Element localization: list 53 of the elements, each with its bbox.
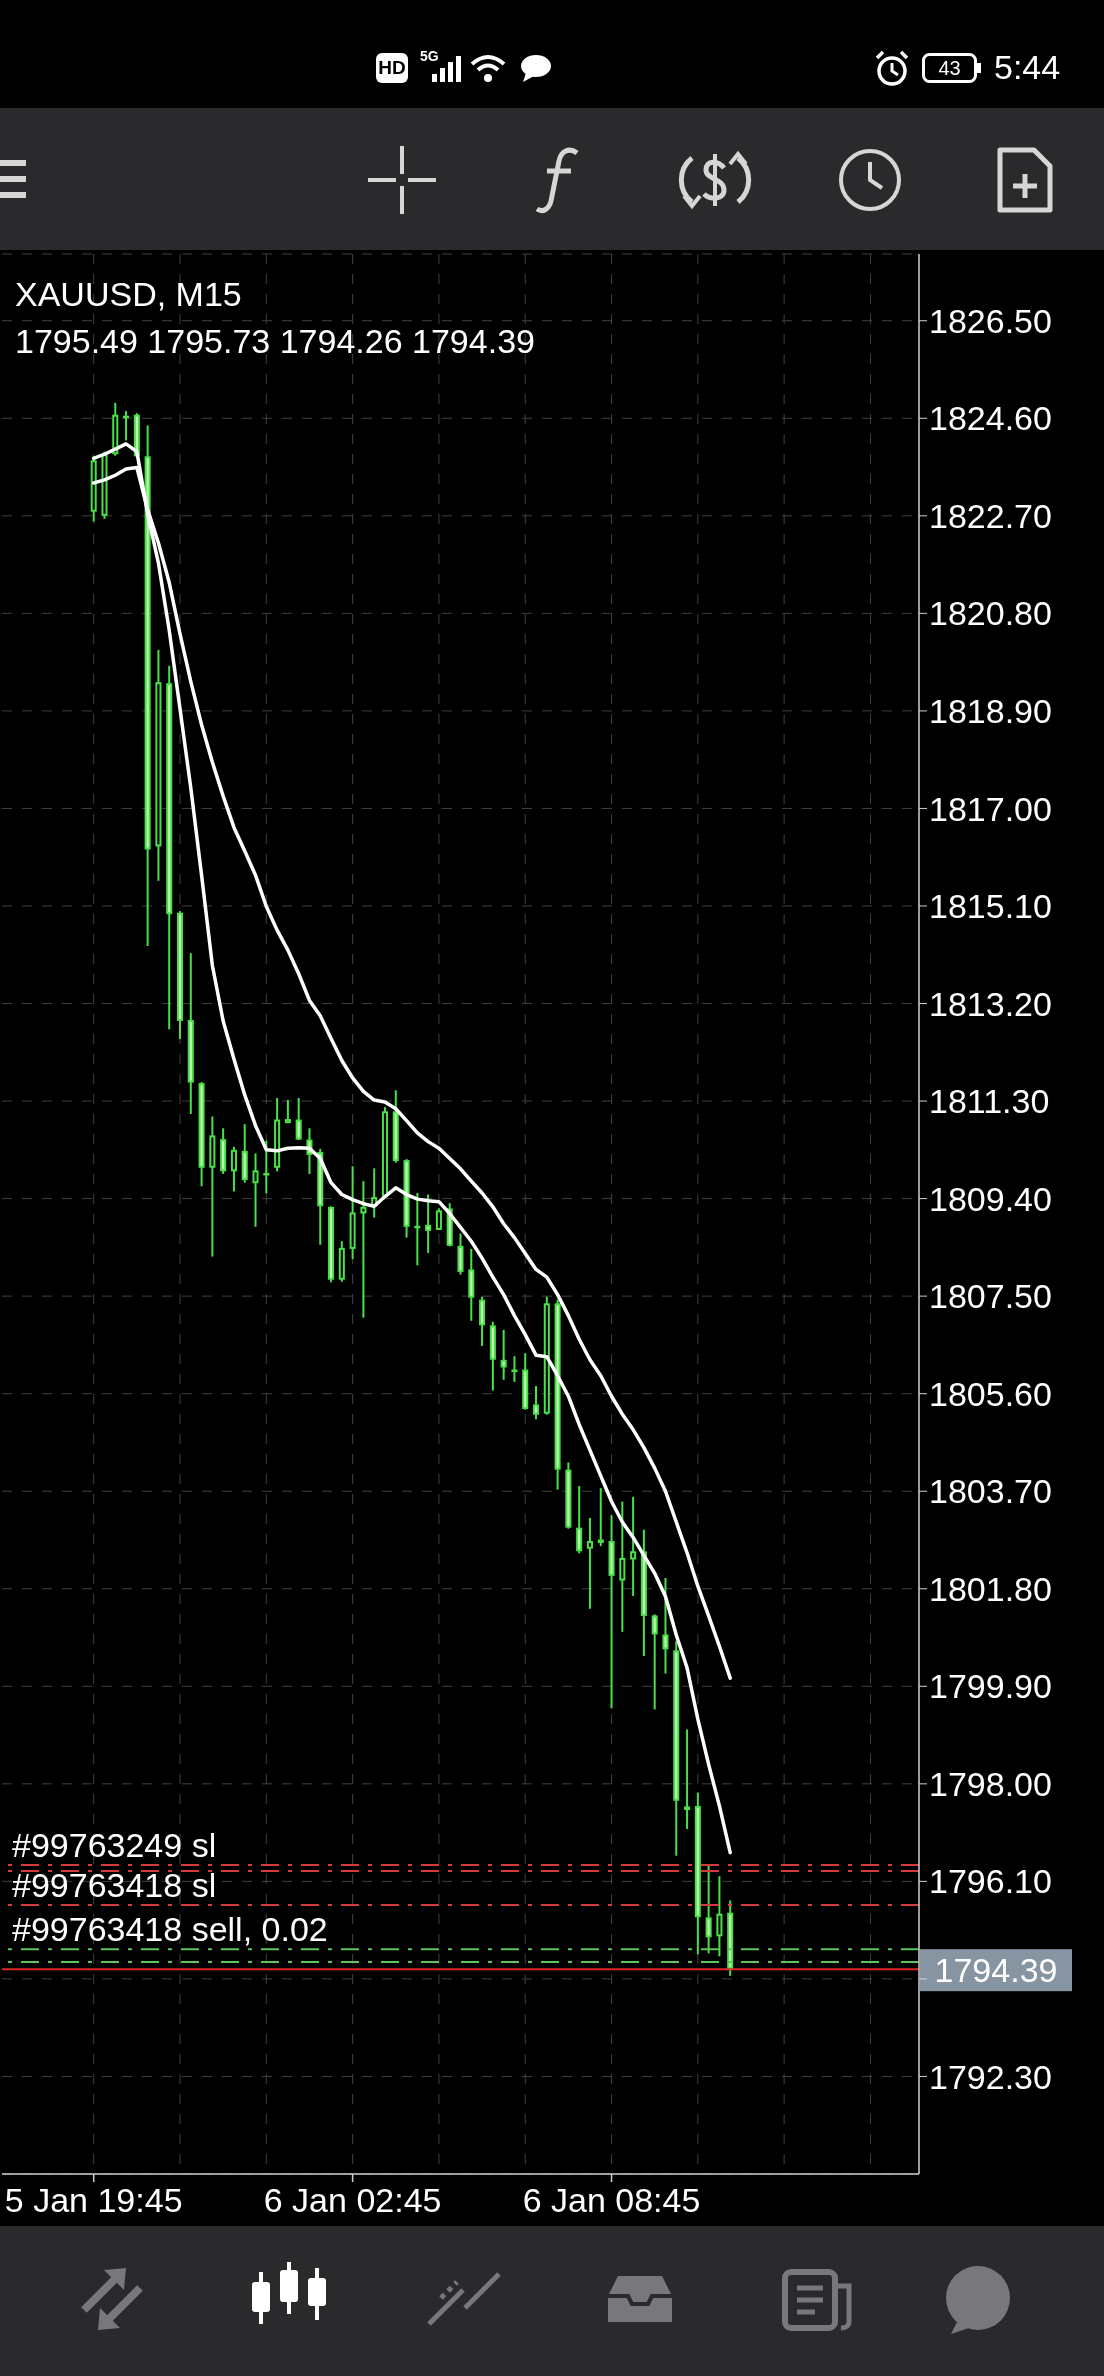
candlestick [533,1384,540,1421]
ref-line-label: #99763418 sl [12,1865,217,1904]
ref-line-label: 1794.39 [934,1951,1058,1990]
y-tick-label: 1798.00 [929,1764,1052,1803]
x-tick-label: 6 Jan 02:45 [263,2181,442,2219]
text: 5G [420,48,439,64]
candlestick [716,1875,723,1958]
y-tick-label: 1818.90 [929,691,1052,730]
candlestick [684,1728,691,1831]
candlestick [597,1487,604,1548]
candlestick [263,1139,270,1195]
candlestick [435,1207,442,1231]
x-tick-label: 5 Jan 19:45 [4,2181,183,2219]
candlestick [651,1613,658,1711]
y-tick-label: 1792.30 [929,2057,1052,2096]
y-tick-label: 1824.60 [929,399,1052,438]
ref-line-label: #99763249 sl [12,1825,217,1864]
candlestick [479,1295,486,1347]
candlestick [123,410,130,442]
text: 1795.49 1795.73 1794.26 1794.39 [15,321,535,361]
text: 5:44 [994,47,1061,88]
candlestick [705,1863,712,1955]
candlestick [511,1355,518,1383]
y-tick-label: 1805.60 [929,1374,1052,1413]
candlestick [576,1485,583,1555]
candlestick [414,1191,421,1267]
y-tick-label: 1796.10 [929,1862,1052,1901]
y-tick-label: 1807.50 [929,1277,1052,1316]
candlestick [360,1180,367,1319]
y-tick-label: 1809.40 [929,1179,1052,1218]
ref-line-label: #99763418 sell, 0.02 [12,1910,328,1949]
candlestick [230,1145,237,1193]
y-tick-label: 1815.10 [929,887,1052,926]
candlestick [425,1193,432,1255]
candlestick [500,1329,507,1381]
x-tick-label: 6 Jan 08:45 [522,2181,701,2219]
text: XAUUSD, M15 [15,274,242,314]
y-tick-label: 1817.00 [929,789,1052,828]
candlestick [295,1096,302,1142]
candlestick [619,1500,626,1633]
y-tick-label: 1799.90 [929,1667,1052,1706]
y-tick-label: 1801.80 [929,1569,1052,1608]
y-tick-label: 1826.50 [929,301,1052,340]
y-tick-label: 1811.30 [929,1082,1050,1121]
y-tick-label: 1820.80 [929,594,1052,633]
text: HD [376,53,408,83]
candlestick [630,1495,637,1597]
candlestick [662,1576,669,1675]
y-tick-label: 1803.70 [929,1472,1052,1511]
y-tick-label: 1813.20 [929,984,1052,1023]
candlestick [586,1516,593,1610]
candlestick [252,1152,259,1228]
y-tick-label: 1822.70 [929,496,1052,535]
